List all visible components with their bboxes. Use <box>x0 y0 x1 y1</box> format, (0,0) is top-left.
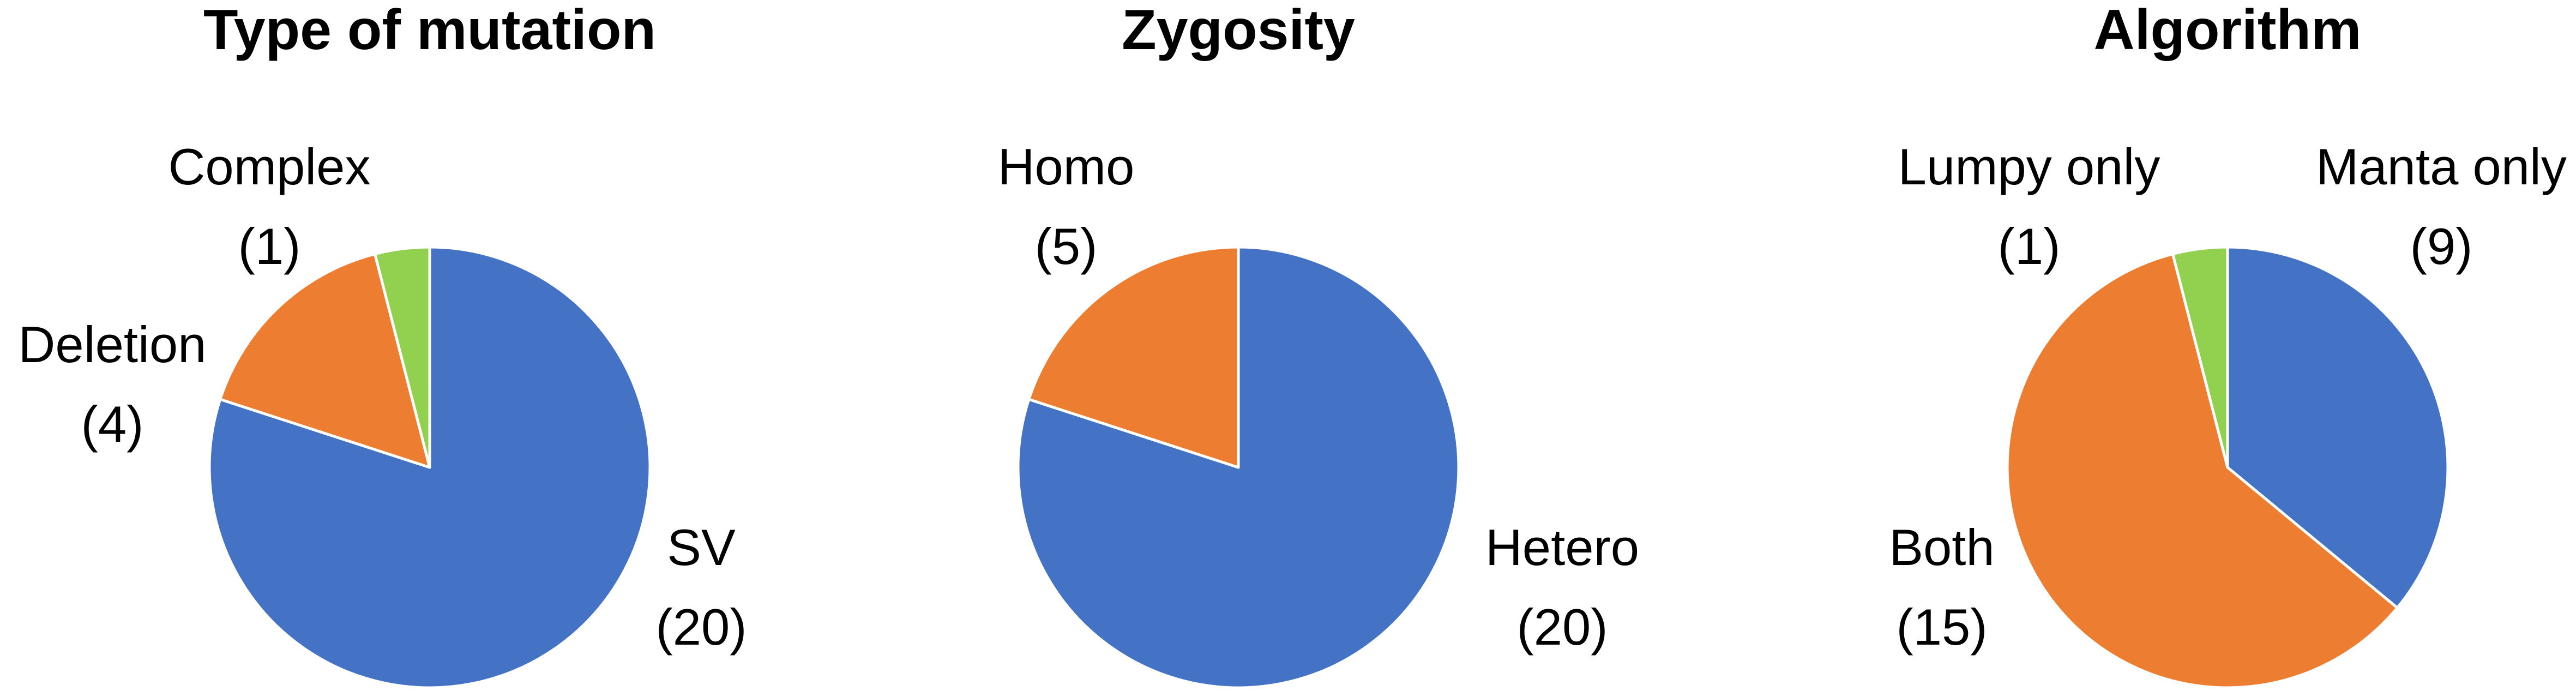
chart-title: Zygosity <box>1122 0 1355 62</box>
pie-slice-homo <box>1027 245 1240 469</box>
slice-label-lumpy-only-value: (1) <box>1998 218 2061 275</box>
slice-label-complex-name: Complex <box>168 138 371 195</box>
slice-label-complex: Complex (1) <box>168 138 371 275</box>
pie-slice-manta-only <box>2226 245 2449 610</box>
slice-label-lumpy-only-name: Lumpy only <box>1898 138 2160 195</box>
pie-slice-both <box>2006 253 2399 689</box>
slice-label-lumpy-only: Lumpy only (1) <box>1898 138 2160 275</box>
slice-label-deletion-name: Deletion <box>19 316 207 373</box>
slice-label-manta-only-value: (9) <box>2410 218 2473 275</box>
pie-slices <box>2006 245 2449 689</box>
pie-slice-lumpy-only <box>2171 245 2229 469</box>
pie-chart-algorithm: Algorithm Manta only (9) Both (15) Lumpy… <box>1889 0 2567 689</box>
pie-slices <box>208 245 652 689</box>
pie-slices <box>1016 245 1460 689</box>
slice-label-homo-value: (5) <box>1035 218 1098 275</box>
slice-label-sv-name: SV <box>667 519 736 576</box>
slice-label-both: Both (15) <box>1889 519 1994 656</box>
slice-label-sv-value: (20) <box>655 598 747 656</box>
slice-label-hetero: Hetero (20) <box>1485 519 1639 656</box>
slice-label-complex-value: (1) <box>238 218 301 275</box>
slice-label-hetero-name: Hetero <box>1485 519 1639 576</box>
slice-label-hetero-value: (20) <box>1516 598 1608 656</box>
pie-slice-complex <box>374 245 431 469</box>
pie-chart-zygosity: Zygosity Hetero (20) Homo (5) <box>998 0 1639 689</box>
slice-label-both-value: (15) <box>1896 598 1987 656</box>
slice-label-deletion: Deletion (4) <box>19 316 207 453</box>
slice-label-deletion-value: (4) <box>81 395 144 453</box>
slice-label-manta-only-name: Manta only <box>2316 138 2567 195</box>
pie-chart-type-of-mutation: Type of mutation SV (20) Deletion (4) Co… <box>19 0 747 689</box>
slice-label-manta-only: Manta only (9) <box>2316 138 2567 275</box>
slice-label-sv: SV (20) <box>655 519 747 656</box>
pie-slice-deletion <box>219 253 431 469</box>
chart-title: Algorithm <box>2093 0 2361 62</box>
chart-title: Type of mutation <box>203 0 656 62</box>
slice-label-homo-name: Homo <box>998 138 1135 195</box>
slice-label-homo: Homo (5) <box>998 138 1135 275</box>
slice-label-both-name: Both <box>1889 519 1994 576</box>
